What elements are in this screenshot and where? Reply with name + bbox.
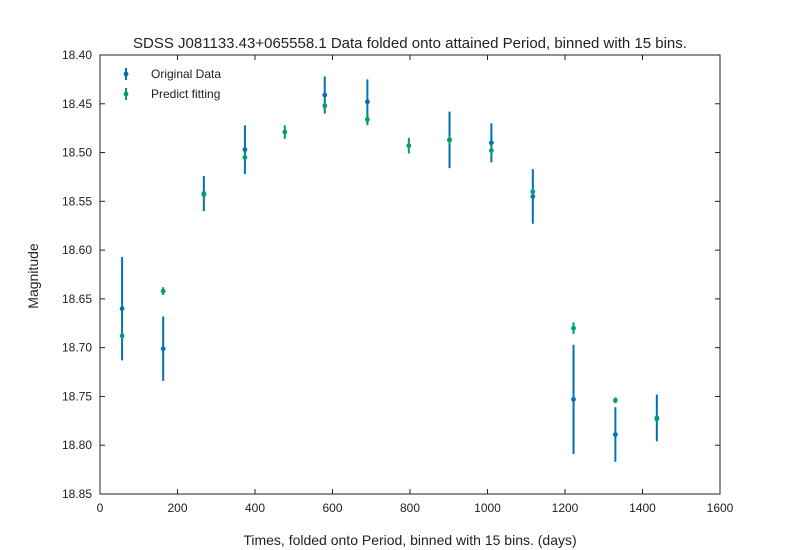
legend-marker bbox=[123, 91, 129, 97]
y-axis-label: Magnitude bbox=[25, 243, 41, 309]
y-tick-label: 18.65 bbox=[62, 292, 92, 306]
data-point bbox=[530, 194, 536, 199]
data-point bbox=[488, 140, 494, 146]
y-tick-label: 18.40 bbox=[62, 48, 92, 62]
x-tick-label: 400 bbox=[245, 501, 265, 515]
data-point bbox=[447, 137, 452, 143]
data-point bbox=[406, 143, 412, 149]
chart-ticks: 0 200 400 600 800 1000 1200 1400 1600 18.40 18.45 1… bbox=[62, 48, 734, 515]
x-tick-label: 1200 bbox=[552, 501, 579, 515]
data-point bbox=[654, 416, 660, 422]
data-point bbox=[364, 116, 370, 122]
legend: Original Data Predict fitting bbox=[123, 67, 221, 101]
y-tick-label: 18.85 bbox=[62, 487, 92, 501]
data-point bbox=[488, 148, 494, 154]
y-tick-label: 18.80 bbox=[62, 438, 92, 452]
y-tick-label: 18.50 bbox=[62, 146, 92, 160]
x-tick-label: 600 bbox=[322, 501, 342, 515]
y-tick-label: 18.60 bbox=[62, 243, 92, 257]
y-tick-label: 18.45 bbox=[62, 97, 92, 111]
data-point bbox=[119, 306, 125, 312]
data-point bbox=[322, 92, 328, 98]
data-point bbox=[201, 192, 207, 197]
data-point bbox=[612, 432, 618, 437]
chart-title: SDSS J081133.43+065558.1 Data folded ont… bbox=[133, 35, 687, 52]
x-tick-label: 1400 bbox=[629, 501, 656, 515]
data-point bbox=[160, 288, 166, 294]
y-tick-label: 18.75 bbox=[62, 389, 92, 403]
plot-frame bbox=[99, 54, 721, 495]
y-tick-label: 18.55 bbox=[62, 194, 92, 208]
data-point bbox=[160, 346, 166, 352]
y-tick-label: 18.70 bbox=[62, 341, 92, 355]
data-point bbox=[571, 396, 576, 402]
chart-marks bbox=[119, 76, 660, 462]
x-tick-label: 1600 bbox=[707, 501, 734, 515]
data-point bbox=[322, 103, 328, 109]
data-point bbox=[530, 189, 536, 194]
data-point bbox=[612, 397, 618, 403]
data-point bbox=[282, 129, 288, 135]
x-tick-label: 0 bbox=[97, 501, 104, 515]
x-tick-label: 800 bbox=[400, 501, 420, 515]
data-point bbox=[571, 325, 576, 331]
data-point bbox=[119, 333, 125, 339]
legend-label: Predict fitting bbox=[151, 87, 220, 101]
series-predict-fitting bbox=[119, 101, 660, 423]
data-point bbox=[242, 147, 248, 153]
x-tick-label: 1000 bbox=[474, 501, 501, 515]
data-point bbox=[364, 99, 370, 105]
series-original-data bbox=[119, 76, 660, 462]
legend-label: Original Data bbox=[151, 67, 221, 81]
data-point bbox=[242, 155, 248, 160]
legend-marker bbox=[123, 71, 129, 77]
x-axis-label: Times, folded onto Period, binned with 1… bbox=[243, 532, 576, 548]
x-tick-label: 200 bbox=[167, 501, 187, 515]
